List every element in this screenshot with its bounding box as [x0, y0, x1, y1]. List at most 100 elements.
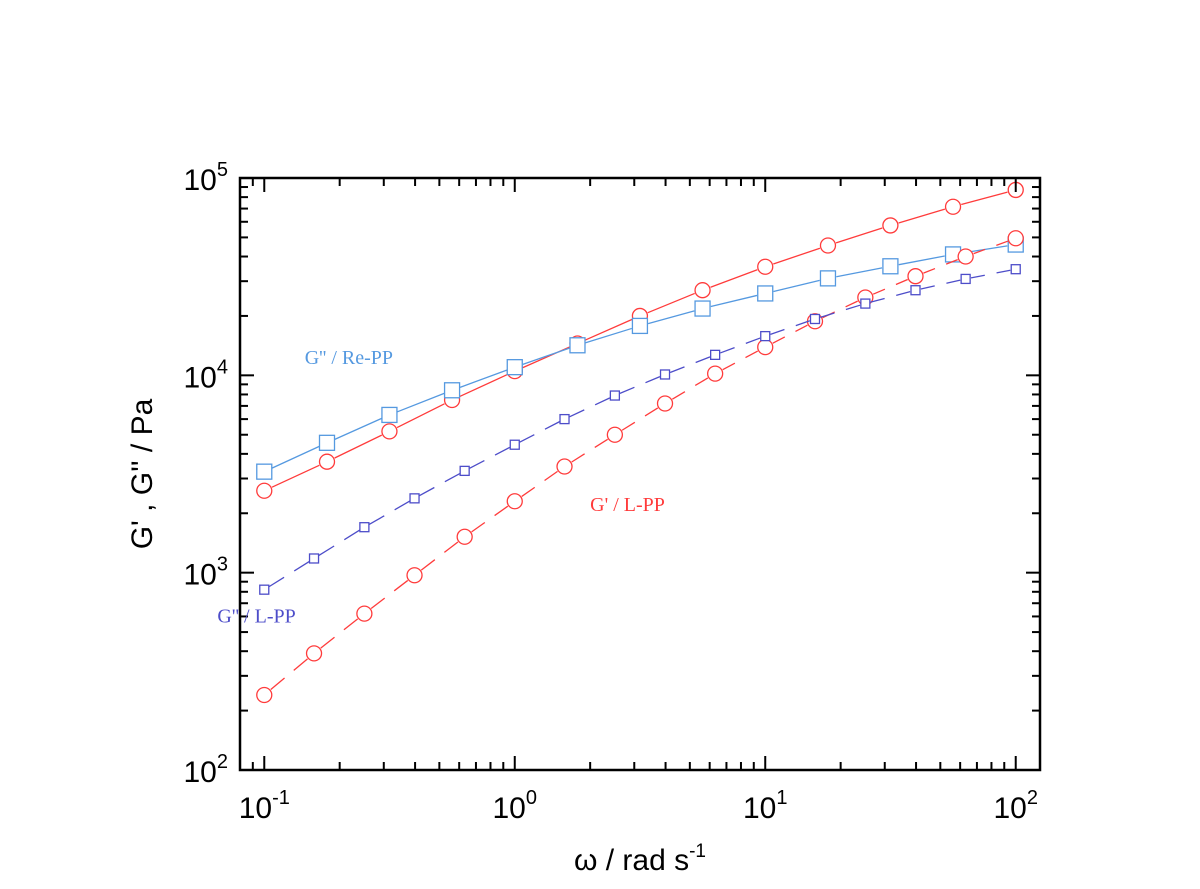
series-line-segment [494, 446, 511, 456]
series-line-segment [594, 438, 609, 448]
series-line-segment [945, 259, 958, 265]
x-tick-label: 100 [493, 787, 538, 825]
series-line-segment [898, 255, 945, 266]
series-4 [259, 264, 1021, 595]
series-line-segment [393, 579, 409, 592]
series-line-segment [671, 391, 686, 400]
series-line-segment [772, 336, 786, 344]
labels-layer: 10-1 100 101 102 102 103 104 105 ω / rad s-1 G' ,… [126, 159, 1038, 877]
series-line-segment [293, 560, 310, 572]
data-point-square [694, 300, 711, 317]
series-line-segment [271, 445, 320, 469]
series-line-segment [594, 397, 611, 406]
data-point-square [860, 298, 871, 309]
data-point-circle [506, 493, 523, 510]
series-line-segment [835, 227, 883, 244]
data-point-square [509, 439, 520, 450]
series-line-segment [621, 421, 636, 431]
data-point-circle [757, 338, 774, 356]
series-line-segment [394, 500, 411, 511]
series-line-segment [694, 377, 709, 387]
series-line-segment [722, 362, 736, 371]
series-line-segment [996, 240, 1008, 246]
data-point-circle [819, 237, 837, 254]
series-line-segment [459, 374, 508, 398]
data-point-square [1010, 264, 1021, 275]
series-label: G'' / L-PP [217, 605, 295, 627]
y-tick-label: 103 [184, 554, 229, 592]
series-line-segment [494, 505, 509, 517]
series-line-segment [293, 658, 308, 671]
series-line-segment [420, 559, 436, 571]
series-line-segment [396, 403, 445, 429]
series-line-segment [872, 288, 886, 295]
data-point-circle [381, 423, 398, 440]
series-line-segment [584, 318, 633, 341]
series-line-segment [845, 304, 861, 311]
series-line-segment [571, 453, 585, 463]
data-point-square [960, 273, 971, 285]
data-point-circle [256, 482, 273, 499]
series-line-segment [318, 545, 335, 557]
data-point-circle [694, 282, 711, 299]
series-line-segment [343, 529, 361, 541]
series-line-segment [619, 386, 635, 395]
series-line-segment [820, 312, 835, 318]
series-line-segment [970, 274, 985, 279]
data-point-square [443, 382, 461, 399]
data-point-square [819, 270, 837, 287]
data-point-square [760, 330, 771, 342]
series-1 [256, 181, 1024, 499]
data-point-circle [1007, 230, 1024, 247]
data-point-square [559, 413, 570, 425]
data-point-square [409, 493, 420, 504]
data-point-square [609, 390, 621, 401]
series-line-segment [471, 521, 486, 533]
data-point-square [910, 285, 921, 296]
series-line-segment [444, 472, 461, 483]
data-point-circle [882, 217, 899, 234]
data-point-square [359, 522, 370, 533]
series-line-segment [334, 417, 382, 440]
data-point-square [710, 349, 721, 360]
data-point-circle [406, 567, 423, 584]
data-point-square [631, 317, 649, 335]
data-point-square [569, 337, 586, 354]
series-line-segment [898, 208, 946, 224]
plot-border [238, 176, 1042, 772]
data-point-square [381, 406, 398, 424]
series-line-segment [996, 269, 1011, 274]
series-line-segment [644, 407, 659, 417]
data-point-circle [707, 365, 724, 382]
data-point-circle [957, 248, 974, 265]
data-point-square [809, 313, 821, 325]
series-line-segment [271, 464, 320, 488]
series-line-segment [544, 470, 558, 482]
x-axis-label: ω / rad s-1 [574, 841, 706, 877]
series-line-segment [973, 248, 986, 255]
plot-frame [238, 176, 1042, 772]
series-line-segment [647, 292, 695, 314]
data-point-circle [907, 268, 924, 285]
data-point-square [882, 258, 899, 275]
series-line-segment [920, 285, 935, 290]
series-line-segment [710, 294, 758, 308]
series-line-segment [720, 346, 735, 354]
y-tick-label: 104 [184, 356, 229, 394]
series-line-segment [770, 328, 785, 335]
series-layer [256, 181, 1024, 704]
series-line-segment [544, 421, 560, 430]
series-line-segment [895, 278, 908, 286]
series-line-segment [795, 324, 808, 332]
series-line-segment [419, 486, 435, 497]
y-tick-label: 105 [184, 159, 229, 197]
series-line-segment [270, 677, 285, 691]
data-point-circle [356, 605, 373, 622]
data-point-square [256, 463, 273, 480]
data-point-circle [656, 395, 674, 412]
series-line-segment [521, 486, 536, 497]
series-line-segment [585, 327, 632, 344]
series-line-segment [961, 191, 1008, 206]
data-point-circle [556, 458, 573, 475]
